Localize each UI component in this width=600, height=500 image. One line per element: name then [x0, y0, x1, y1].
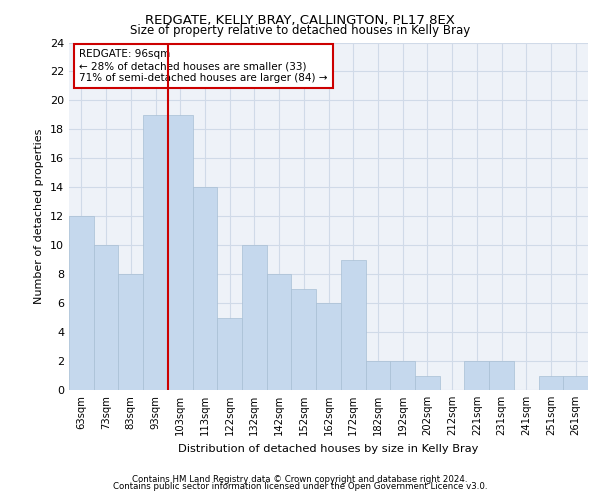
Bar — [143, 115, 168, 390]
Bar — [242, 245, 267, 390]
Bar — [464, 361, 489, 390]
Text: Contains HM Land Registry data © Crown copyright and database right 2024.: Contains HM Land Registry data © Crown c… — [132, 475, 468, 484]
Bar — [539, 376, 563, 390]
Bar — [94, 245, 118, 390]
Bar — [168, 115, 193, 390]
Y-axis label: Number of detached properties: Number of detached properties — [34, 128, 44, 304]
Text: REDGATE: 96sqm
← 28% of detached houses are smaller (33)
71% of semi-detached ho: REDGATE: 96sqm ← 28% of detached houses … — [79, 50, 328, 82]
Bar — [118, 274, 143, 390]
Text: REDGATE, KELLY BRAY, CALLINGTON, PL17 8EX: REDGATE, KELLY BRAY, CALLINGTON, PL17 8E… — [145, 14, 455, 27]
Bar — [69, 216, 94, 390]
X-axis label: Distribution of detached houses by size in Kelly Bray: Distribution of detached houses by size … — [178, 444, 479, 454]
Text: Contains public sector information licensed under the Open Government Licence v3: Contains public sector information licen… — [113, 482, 487, 491]
Bar — [563, 376, 588, 390]
Bar — [365, 361, 390, 390]
Bar — [341, 260, 365, 390]
Bar — [267, 274, 292, 390]
Bar — [390, 361, 415, 390]
Bar — [292, 288, 316, 390]
Bar — [193, 188, 217, 390]
Bar — [217, 318, 242, 390]
Text: Size of property relative to detached houses in Kelly Bray: Size of property relative to detached ho… — [130, 24, 470, 37]
Bar — [489, 361, 514, 390]
Bar — [415, 376, 440, 390]
Bar — [316, 303, 341, 390]
